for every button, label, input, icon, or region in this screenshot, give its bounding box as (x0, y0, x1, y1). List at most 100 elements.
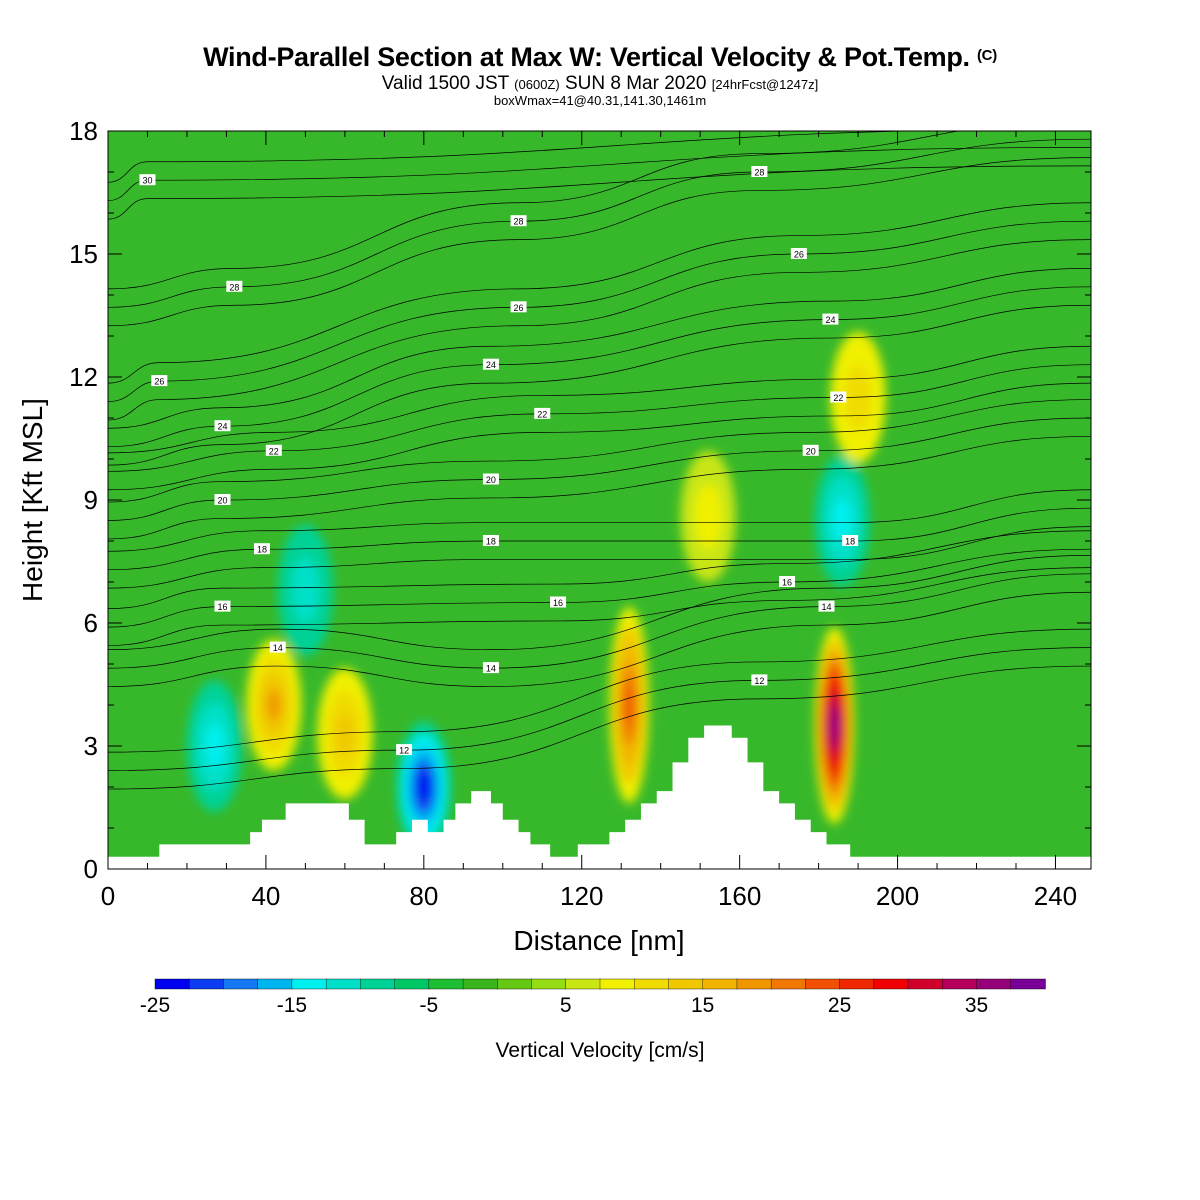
velocity-field (108, 131, 1091, 869)
isentrope-line (108, 573, 1091, 669)
contour-label-text: 24 (486, 360, 496, 370)
contour-label-box (214, 600, 231, 612)
isentrope-line (108, 567, 1091, 646)
colorbar-swatch (565, 978, 601, 990)
contour-label-text: 28 (514, 217, 524, 227)
downdraft-level (833, 498, 852, 543)
x-tick-label: 120 (560, 881, 603, 911)
contour-label: 14 (269, 641, 286, 653)
updraft-feature (609, 606, 649, 804)
contour-label-box (482, 358, 499, 370)
colorbar-swatch (907, 978, 944, 990)
contour-label: 24 (482, 358, 499, 370)
isentrope-line (108, 436, 1091, 540)
contour-label: 16 (214, 600, 231, 612)
y-tick-label: 6 (84, 608, 98, 638)
contour-label: 16 (550, 596, 567, 608)
contour-label-text: 22 (269, 446, 279, 456)
contour-label: 26 (790, 248, 807, 260)
copyright-mark: (C) (976, 47, 997, 64)
contour-label: 30 (139, 174, 156, 186)
contour-label-box (253, 543, 270, 555)
colorbar-swatch (257, 978, 293, 990)
colorbar-swatch (839, 978, 875, 990)
colorbar-swatch (942, 978, 978, 990)
colorbar-swatch (428, 978, 464, 990)
x-tick-label: 0 (101, 881, 115, 911)
contour-label-box (151, 375, 168, 387)
y-tick-label: 15 (69, 239, 98, 269)
contour-label: 12 (751, 674, 768, 686)
contour-labels: 30 28 28 28 26 26 26 24 24 24 22 22 22 20 20 20 18 18 18 16… (139, 166, 859, 756)
contour-label-box (751, 674, 768, 686)
isentrope-line (108, 399, 1091, 503)
downdraft-level (291, 557, 320, 623)
field-background (108, 131, 1091, 869)
y-tick-label: 12 (69, 362, 98, 392)
colorbar-swatch (360, 978, 396, 990)
contour-label-box (842, 535, 859, 546)
colorbar-tick-label: 5 (560, 994, 572, 1017)
downdraft-feature (186, 680, 243, 812)
contour-label: 26 (510, 301, 527, 313)
isentrope-line (108, 345, 1091, 454)
y-tick-label: 0 (84, 854, 98, 884)
contour-label: 22 (830, 391, 847, 403)
colorbar-swatch (223, 978, 259, 990)
downdraft-feature (277, 524, 334, 656)
isentrope-line (108, 417, 1091, 521)
contour-label-box (269, 641, 286, 653)
colorbar-swatch (634, 978, 670, 990)
downdraft-level (418, 773, 430, 801)
updraft-level (831, 713, 837, 738)
colorbar-tick-label: 15 (691, 994, 714, 1017)
contour-label-text: 24 (825, 315, 835, 325)
isentrope-line (108, 507, 1091, 571)
contour-label-box (510, 215, 527, 227)
chart-title: Wind-Parallel Section at Max W: Vertical… (203, 42, 997, 72)
downdraft-feature (814, 454, 870, 587)
contour-label-text: 26 (514, 303, 524, 313)
contour-label-text: 18 (257, 545, 267, 555)
colorbar-swatch (770, 978, 807, 990)
colorbar: -25 -15 -5 5 15 25 35 (140, 978, 1046, 1017)
contour-label-box (510, 301, 527, 313)
y-tick-label: 9 (84, 485, 98, 515)
colorbar-swatch (873, 978, 909, 990)
contour-label: 28 (751, 166, 768, 178)
isentrope-line (108, 268, 1091, 429)
isentrope-line (108, 489, 1091, 552)
colorbar-swatch (531, 978, 567, 990)
contour-label: 20 (214, 494, 231, 506)
isentrope-line (108, 147, 1091, 202)
isentrope-line (108, 665, 1091, 790)
isentrope-line (108, 591, 1091, 687)
contour-label-text: 12 (754, 676, 764, 686)
contour-label: 20 (802, 444, 819, 456)
colorbar-tick-label: -5 (420, 994, 439, 1017)
updraft-feature (680, 450, 736, 582)
contour-label-box (830, 391, 847, 403)
x-tick-label: 40 (251, 881, 280, 911)
updraft-level (335, 711, 355, 756)
colorbar-swatch (599, 978, 635, 990)
contour-label-box (818, 600, 835, 612)
contour-label-box (482, 473, 499, 485)
contour-label-text: 26 (794, 250, 804, 260)
contour-label-text: 28 (229, 282, 239, 292)
contour-label: 16 (779, 576, 796, 588)
isentrope-line (108, 157, 1091, 327)
isentrope-line (108, 131, 922, 183)
contour-label-text: 14 (273, 643, 283, 653)
contour-label: 20 (482, 473, 499, 485)
colorbar-tick-label: -25 (140, 994, 170, 1017)
contour-label-box (790, 248, 807, 259)
contour-label-text: 20 (217, 496, 227, 506)
isentrope-line (108, 647, 1091, 771)
isentrope-line (108, 364, 1091, 472)
contour-label-text: 26 (154, 377, 164, 387)
isentrope-line (108, 239, 1091, 421)
contour-label: 28 (510, 215, 527, 227)
colorbar-swatch (1010, 978, 1046, 990)
x-tick-label: 240 (1034, 881, 1077, 911)
